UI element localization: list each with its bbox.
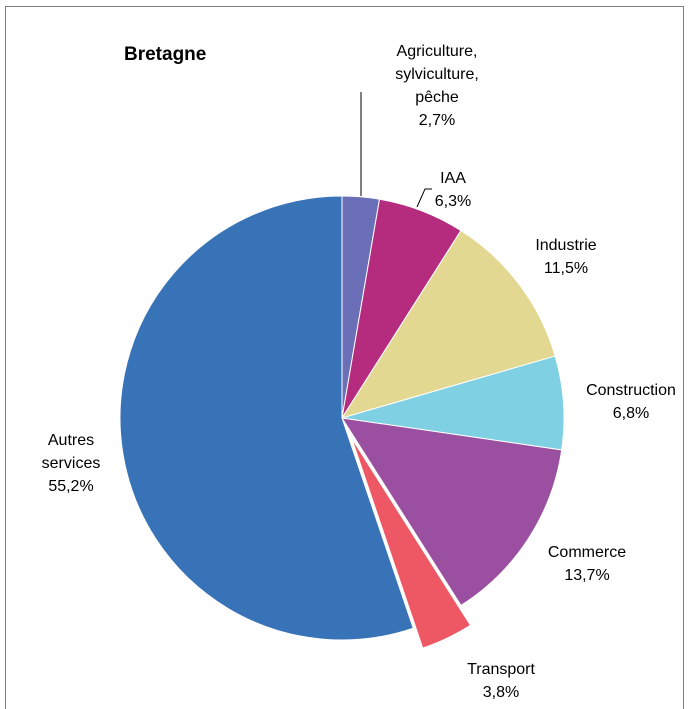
slice-label: Industrie 11,5% <box>535 237 596 277</box>
slice-label: Autres services 55,2% <box>42 432 101 495</box>
slice-labels: Agriculture, sylviculture, pêche 2,7% IAA 6,3… <box>42 43 676 701</box>
chart-frame <box>5 6 684 709</box>
slice-label: Agriculture, sylviculture, pêche 2,7% <box>395 43 479 129</box>
slice-label: Construction 6,8% <box>586 382 676 422</box>
chart-title: Bretagne <box>124 44 206 65</box>
slice-label: Commerce 13,7% <box>548 544 626 584</box>
leader-line <box>416 188 432 208</box>
slice-label: Transport 3,8% <box>467 661 535 701</box>
pie-slice <box>119 195 414 641</box>
slice-label: IAA 6,3% <box>435 170 471 210</box>
pie-slices <box>119 195 565 649</box>
pie-slice <box>351 437 472 649</box>
pie-slice <box>340 417 563 607</box>
leader-lines <box>360 92 432 208</box>
